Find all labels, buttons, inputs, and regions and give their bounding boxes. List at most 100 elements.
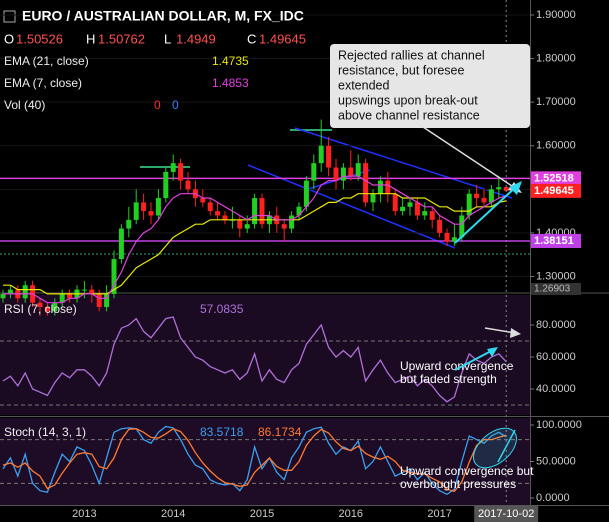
candle-body [326,145,332,168]
candle-body [296,206,302,216]
price-label: 1.26903 [534,284,571,295]
chart-title: EURO / AUSTRALIAN DOLLAR, M, FX_IDC [22,8,304,24]
indicator-value: 1.4735 [212,54,249,68]
candle-body [407,202,413,207]
candle-body [466,193,472,216]
annotation: above channel resistance [338,108,480,122]
x-tick-label: 2017 [427,508,451,520]
rsi-pane [0,295,530,415]
annotation: overbought pressures [400,477,516,491]
candle-body [422,211,428,216]
indicator-value: 1.4853 [212,76,249,90]
candle-body [252,198,258,225]
price-label: 1.52518 [534,172,574,184]
ohlc-value: 1.4949 [176,31,216,46]
candle-body [340,167,346,181]
y-tick-label: 1.70000 [536,96,576,108]
candle-body [207,202,213,212]
candle-body [377,180,383,194]
price-label-box [531,171,581,186]
ohlc-label: O [4,31,14,46]
indicator-name: RSI (7, close) [4,302,77,316]
candle-body [178,163,184,181]
candle-body [244,224,250,229]
ohlc-value: 1.50526 [16,31,63,46]
candle-body [222,215,228,220]
candle-body [437,219,443,233]
candle-body [37,302,43,308]
candle-body [311,163,317,181]
candle-body [59,293,65,303]
candle-body [155,198,161,216]
y-tick-label: 50.0000 [536,455,576,467]
candle-body [363,163,369,203]
indicator-line [2,427,507,493]
arrow [419,124,519,191]
candle-body [22,285,28,299]
candle-body [385,180,391,194]
plot: 1.300001.400001.500001.600001.700001.800… [0,0,582,522]
indicator-line [2,425,507,496]
annotation-box [330,44,530,128]
candle-body [333,167,339,181]
y-tick-label: 40.0000 [536,383,576,395]
candle-body [7,289,13,294]
candle-body [141,202,147,212]
annotation: Upward convergence but [400,464,534,478]
candle-body [67,293,73,299]
candle-body [429,211,435,220]
arrow [454,184,519,244]
indicator-line [2,316,507,403]
indicator-value: 86.1734 [258,425,302,439]
ohlc-label: C [247,31,256,46]
candle-body [148,211,154,216]
candle-body [318,145,324,164]
arrow-head [510,328,521,338]
y-tick-label: 100.0000 [536,419,582,431]
ohlc-label: L [164,31,171,46]
annotation: resistance, but foresee [338,63,465,77]
candle-body [503,187,509,191]
candle-body [96,293,102,308]
symbol-icon[interactable] [3,10,16,23]
x-tick-label: 2015 [250,508,274,520]
y-tick-label: 80.0000 [536,319,576,331]
candle-body [444,232,450,242]
candle-body [44,307,50,312]
ohlc-label: H [86,31,95,46]
crosshair-label-box [474,506,539,522]
annotation: extended [338,78,389,92]
candle-body [200,198,206,203]
price-label-box [531,183,581,198]
y-tick-label: 1.30000 [536,270,576,282]
annotation: Rejected rallies at channel [338,48,485,62]
candle-body [496,187,502,190]
candle-body [414,202,420,216]
candle-body [474,193,480,199]
candle-body [163,171,169,199]
candle-body [451,237,457,242]
arrow [454,349,494,371]
price-label-box [531,233,581,248]
indicator-name: Vol (40) [4,98,45,112]
x-tick-label: 2014 [161,508,185,520]
candle-body [459,215,465,238]
indicator-value: 0 [172,98,179,112]
candle-body [104,293,110,308]
crosshair-label: 2017-10-02 [478,508,534,520]
x-tick-label: 2013 [72,508,96,520]
annotation: but faded strength [400,372,497,386]
candle-body [355,163,361,177]
candle-body [392,193,398,212]
candle-body [237,219,243,229]
candle-body [133,202,139,220]
indicator-value: 57.0835 [200,302,244,316]
x-tick-label: 2016 [339,508,363,520]
arrow [497,429,516,463]
price-label: 1.49645 [534,185,574,197]
price-label: 1.38151 [534,235,574,247]
indicator-name: EMA (21, close) [4,54,89,68]
ohlc-value: 1.49645 [259,31,306,46]
candle-body [52,302,58,312]
